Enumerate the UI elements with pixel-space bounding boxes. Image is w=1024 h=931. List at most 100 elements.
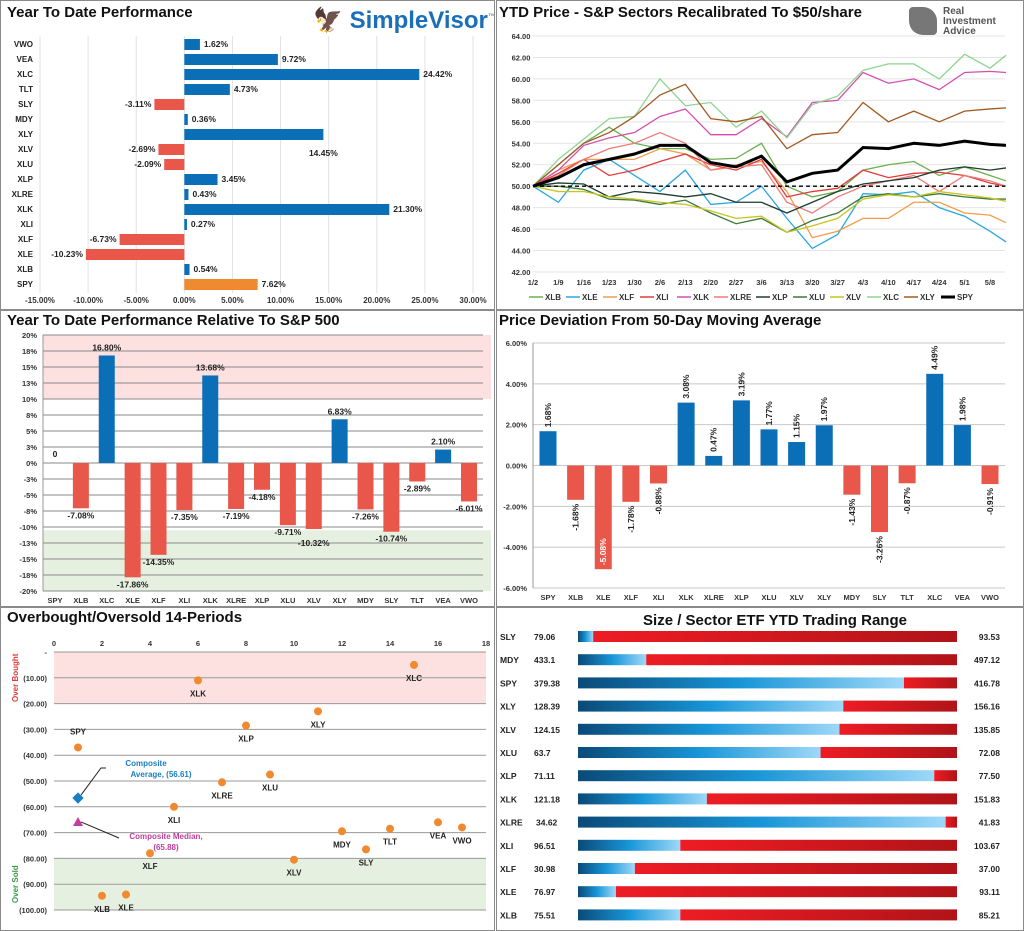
data-label: 13.68% <box>196 362 225 372</box>
bar-XLY <box>184 129 324 140</box>
range-ticker: XLK <box>500 794 518 804</box>
point-XLP <box>242 721 250 730</box>
category-label: VWO <box>460 596 478 605</box>
range-bar-position <box>578 816 946 828</box>
x-tick-label: 0.00% <box>173 296 196 305</box>
bar-SPY <box>184 279 258 290</box>
bar-MDY <box>843 465 861 495</box>
series-line-XLP <box>532 166 1007 214</box>
point-label: SLY <box>359 858 374 867</box>
range-high: 93.11 <box>979 887 1000 897</box>
data-label: -0.88% <box>654 487 664 514</box>
y-tick-label: -6.00% <box>503 584 527 593</box>
bar-TLT <box>409 463 426 482</box>
ria-line: Investment <box>943 16 996 27</box>
point-VEA <box>434 818 442 827</box>
y-tick-label: (20.00) <box>23 700 47 709</box>
range-bar-position <box>578 839 681 851</box>
deviation-title: Price Deviation From 50-Day Moving Avera… <box>499 312 822 329</box>
composite-median-value: (65.88) <box>153 843 179 852</box>
point-SPY <box>74 743 82 752</box>
y-tick-label: 54.00 <box>512 139 531 148</box>
relative-title: Year To Date Performance Relative To S&P… <box>7 312 340 329</box>
point-XLE <box>122 890 130 899</box>
eagle-icon: 🦅 <box>313 7 343 34</box>
y-tick-label: 64.00 <box>512 32 531 41</box>
point-label: XLF <box>142 862 157 871</box>
series-line-SPY <box>532 139 1007 188</box>
category-label: XLC <box>99 596 115 605</box>
category-label: XLU <box>280 596 295 605</box>
x-tick-label: 12 <box>338 639 346 648</box>
ytd-performance-panel: Year To Date Performance 🦅 SimpleVisor™ … <box>0 0 495 310</box>
point-XLRE <box>218 778 226 787</box>
series-line-XLU <box>533 185 1006 234</box>
category-label: XLI <box>21 220 33 229</box>
category-label: VEA <box>17 55 34 64</box>
category-label: XLE <box>596 593 611 602</box>
y-tick-label: (100.00) <box>19 906 47 915</box>
data-label: 3.19% <box>736 372 746 397</box>
category-label: XLV <box>790 593 804 602</box>
legend-label: XLV <box>846 293 862 302</box>
category-label: XLV <box>18 145 34 154</box>
data-label: 0.47% <box>709 427 719 452</box>
x-tick-label: 15.00% <box>315 296 342 305</box>
data-label: 1.77% <box>764 401 774 426</box>
category-label: XLI <box>653 593 665 602</box>
point-label: XLK <box>190 689 206 698</box>
x-tick-label: 3/6 <box>756 278 766 287</box>
legend-label: SPY <box>957 293 974 302</box>
data-label: 7.62% <box>262 279 287 289</box>
y-tick-label: 0.00% <box>506 462 528 471</box>
data-label: 24.42% <box>423 69 452 79</box>
y-tick-label: -5% <box>24 491 38 500</box>
legend-label: XLP <box>772 293 788 302</box>
series-line-XLK <box>532 70 1007 187</box>
category-label: VEA <box>955 593 971 602</box>
range-high: 41.83 <box>979 818 1001 828</box>
ria-eagle-icon <box>909 7 937 35</box>
data-label: -5.08% <box>598 538 608 565</box>
data-label: 1.98% <box>957 397 967 422</box>
data-label: -2.09% <box>134 159 161 169</box>
oversold-label: Over Sold <box>11 865 20 903</box>
legend-label: XLI <box>656 293 668 302</box>
range-high: 135.85 <box>974 725 1000 735</box>
bar-XLRE <box>184 189 189 200</box>
bar-SLY <box>383 463 400 532</box>
y-tick-label: 10% <box>22 395 37 404</box>
category-label: XLP <box>255 596 270 605</box>
category-label: XLK <box>17 205 33 214</box>
data-label: -7.08% <box>67 510 94 520</box>
range-bar-remaining <box>945 816 957 828</box>
category-label: XLC <box>927 593 943 602</box>
relative-performance-panel: Year To Date Performance Relative To S&P… <box>0 310 495 607</box>
y-tick-label: -4.00% <box>503 543 527 552</box>
data-label: -1.68% <box>571 503 581 530</box>
range-ticker: MDY <box>500 655 519 665</box>
data-label: -3.11% <box>125 99 152 109</box>
data-label: -7.19% <box>223 511 250 521</box>
category-label: SPY <box>17 280 34 289</box>
data-label: 0.54% <box>194 264 219 274</box>
y-tick-label: (40.00) <box>23 751 47 760</box>
range-low: 128.39 <box>534 702 560 712</box>
x-tick-label: 4 <box>148 639 153 648</box>
range-bar-position <box>578 747 821 758</box>
category-label: XLRE <box>226 596 246 605</box>
y-tick-label: (90.00) <box>23 880 47 889</box>
range-high: 156.16 <box>974 702 1000 712</box>
data-label: -1.78% <box>626 505 636 532</box>
tm-mark: ™ <box>488 12 494 21</box>
series-line-XLI <box>532 153 1007 198</box>
deviation-bar-chart: -6.00% -4.00% -2.00% 0.00% 2.00% 4.00% 6.00% SP… <box>503 339 1005 602</box>
y-tick-label: 18% <box>22 347 37 356</box>
bar-XLV <box>305 463 322 530</box>
x-tick-label: 2/6 <box>655 278 665 287</box>
range-high: 103.67 <box>974 841 1000 851</box>
bar-XLY <box>815 425 833 466</box>
x-tick-label: 2 <box>100 639 104 648</box>
point-XLU <box>266 770 274 779</box>
y-tick-label: - <box>45 648 48 657</box>
